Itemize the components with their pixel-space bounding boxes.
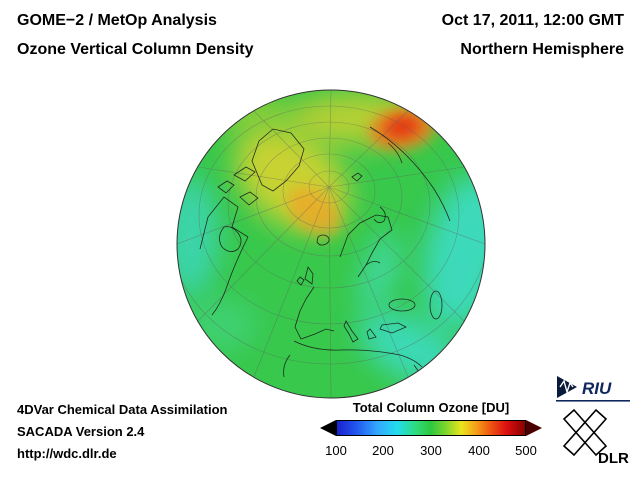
url-label: http://wdc.dlr.de	[17, 446, 117, 461]
colorbar-arrow-left	[320, 420, 336, 436]
dlr-logo: DLR	[562, 408, 629, 466]
riu-logo-underline	[556, 400, 630, 402]
colorbar-title: Total Column Ozone [DU]	[352, 400, 510, 415]
colorbar	[320, 420, 542, 436]
colorbar-tick-200: 200	[372, 443, 394, 458]
region-label: Northern Hemisphere	[460, 41, 624, 58]
datetime-label: Oct 17, 2011, 12:00 GMT	[441, 12, 624, 29]
product-title: Ozone Vertical Column Density	[17, 41, 254, 58]
riu-logo-mark	[557, 376, 577, 398]
colorbar-gradient	[336, 420, 526, 436]
colorbar-tick-100: 100	[325, 443, 347, 458]
version-label: SACADA Version 2.4	[17, 424, 145, 439]
graticule	[177, 90, 485, 398]
riu-waveform-icon	[559, 379, 574, 395]
colorbar-tick-300: 300	[420, 443, 442, 458]
globe-rim	[176, 89, 486, 399]
colorbar-arrow-right	[526, 420, 542, 436]
riu-logo-text: RIU	[582, 379, 612, 398]
colorbar-tick-400: 400	[468, 443, 490, 458]
ozone-map-globe	[176, 89, 486, 399]
dlr-logo-mark	[562, 408, 608, 457]
instrument-title: GOME−2 / MetOp Analysis	[17, 12, 217, 29]
colorbar-tick-500: 500	[515, 443, 537, 458]
riu-logo: RIU	[556, 376, 630, 402]
dlr-logo-text: DLR	[598, 450, 629, 466]
assimilation-label: 4DVar Chemical Data Assimilation	[17, 402, 228, 417]
